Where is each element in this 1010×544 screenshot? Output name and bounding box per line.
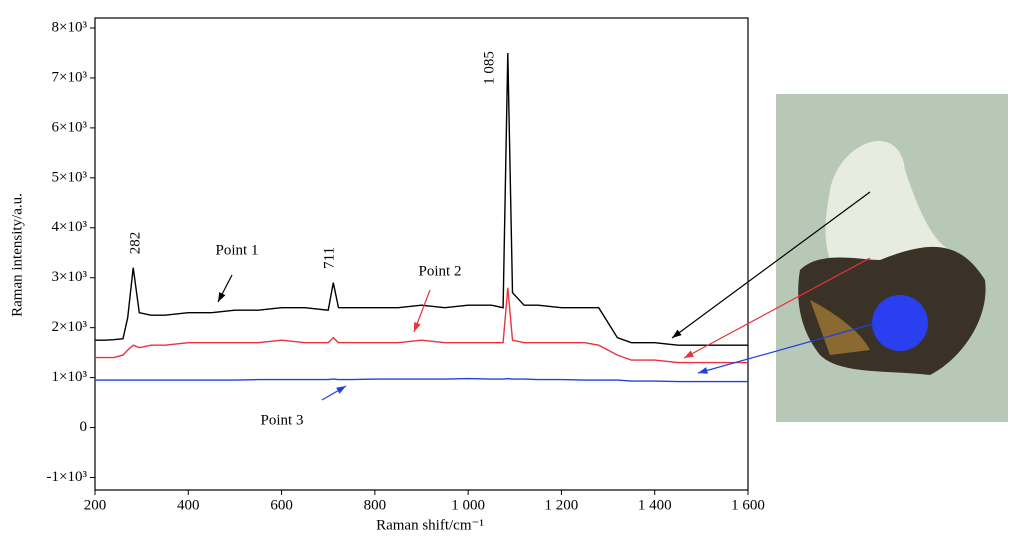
x-tick-label: 400 — [177, 497, 200, 513]
annotation: Point 3 — [261, 412, 304, 428]
annotation: Point 1 — [216, 242, 259, 258]
x-tick-label: 1 400 — [638, 497, 672, 513]
plot-frame — [94, 17, 749, 491]
y-tick-label: -1×10³ — [47, 469, 88, 485]
y-tick-label: 1×10³ — [52, 369, 88, 385]
annotation: 282 — [127, 232, 143, 255]
y-axis-title: Raman intensity/a.u. — [9, 193, 25, 317]
arrow-head — [698, 367, 708, 374]
y-tick-label: 3×10³ — [52, 269, 88, 285]
arrow-head — [672, 329, 682, 338]
x-tick-label: 1 200 — [545, 497, 579, 513]
arrow-head — [414, 322, 421, 332]
y-tick-label: 5×10³ — [52, 169, 88, 185]
arrow-shaft — [683, 257, 871, 359]
y-tick-label: 8×10³ — [52, 19, 88, 35]
x-tick-label: 1 000 — [451, 497, 485, 513]
spectrum-line — [95, 52, 748, 346]
y-tick-label: 6×10³ — [52, 119, 88, 135]
arrow-head — [218, 292, 226, 302]
arrow-head — [684, 350, 694, 358]
annotation: Point 2 — [419, 263, 462, 279]
x-tick-label: 200 — [84, 497, 107, 513]
y-tick-label: 4×10³ — [52, 219, 88, 235]
y-tick-label: 2×10³ — [52, 319, 88, 335]
y-tick-label: 7×10³ — [52, 69, 88, 85]
arrow-head — [336, 386, 346, 394]
x-tick-label: 600 — [270, 497, 293, 513]
x-tick-label: 800 — [364, 497, 387, 513]
annotation: 1 085 — [481, 51, 497, 85]
photo — [776, 94, 1008, 422]
y-tick-label: 0 — [80, 419, 88, 435]
annotation: 711 — [321, 247, 337, 269]
x-axis-title: Raman shift/cm⁻¹ — [376, 517, 484, 533]
arrow-shaft — [697, 321, 881, 374]
x-tick-label: 1 600 — [731, 497, 765, 513]
spectrum-line — [95, 287, 748, 364]
arrow-shaft — [671, 191, 871, 339]
spectrum-line — [95, 377, 748, 383]
